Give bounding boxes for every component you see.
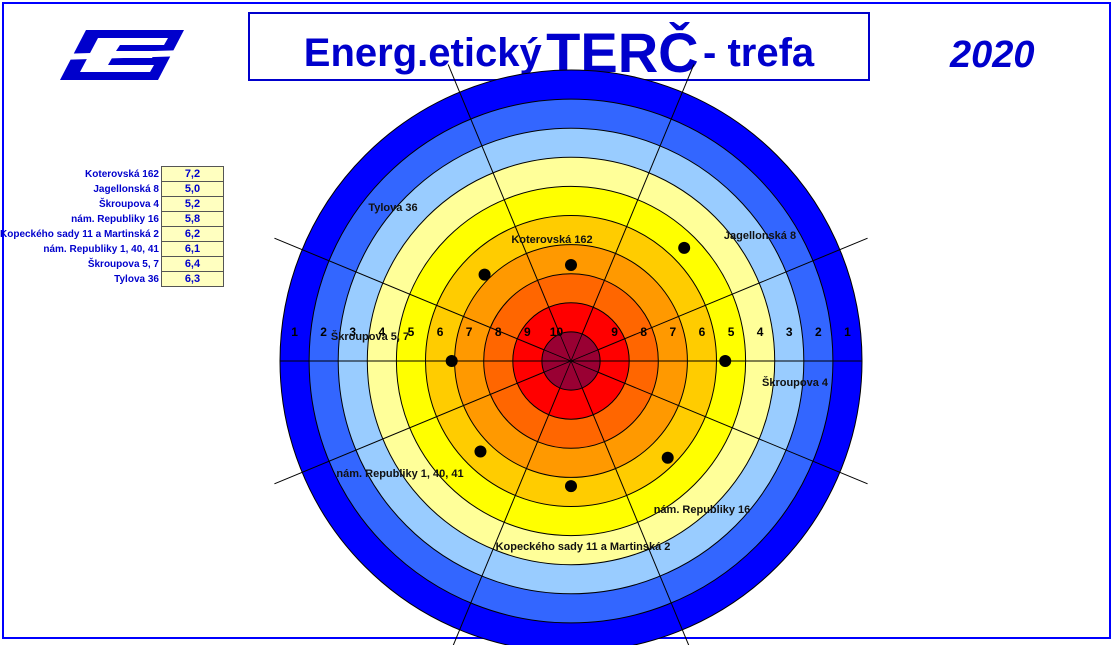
scale-label: 4: [757, 325, 764, 339]
scale-label: 8: [495, 325, 502, 339]
score-value: 5,0: [160, 181, 224, 197]
score-value: 6,3: [160, 271, 224, 287]
bullseye-divider: [570, 333, 583, 362]
scale-label: 5: [728, 325, 735, 339]
sector-label: nám. Republiky 16: [654, 504, 751, 516]
score-name: Tylova 36: [0, 272, 161, 287]
data-point: [719, 355, 732, 367]
score-name-text: Kopeckého sady 11 a Martinská 2: [0, 228, 159, 240]
sector-divider: [274, 237, 545, 351]
year-label: 2020: [950, 34, 1035, 76]
data-point: [661, 451, 674, 464]
score-name-text: Škroupova 4: [98, 198, 159, 210]
sector-divider: [581, 387, 690, 645]
bullseye-divider: [559, 333, 572, 362]
table-row: Kopeckého sady 11 a Martinská 2 6,2: [0, 226, 224, 242]
score-name-text: Jagellonská 8: [93, 183, 159, 195]
bullseye-divider: [543, 349, 572, 362]
scale-label: 8: [640, 325, 647, 339]
sector-label: Tylova 36: [368, 202, 417, 214]
bullseye-divider: [570, 360, 599, 373]
table-row: nám. Republiky 1, 40, 41 6,1: [0, 241, 224, 257]
scale-label: 2: [320, 325, 327, 339]
scale-label: 10: [550, 325, 564, 339]
scale-label: 1: [291, 325, 298, 339]
company-logo: [58, 30, 186, 80]
scale-label: 7: [670, 325, 677, 339]
sector-label: Jagellonská 8: [724, 230, 796, 242]
data-point: [445, 355, 458, 367]
scale-label: 9: [524, 325, 531, 339]
scale-label: 9: [611, 325, 618, 339]
scores-table: Koterovská 162 7,2 Jagellonská 8 5,0 Škroupo…: [0, 166, 224, 287]
score-name-text: Koterovská 162: [85, 168, 159, 180]
score-name: Kopeckého sady 11 a Martinská 2: [0, 227, 161, 242]
bullseye-divider: [570, 360, 583, 389]
score-name: Škroupova 4: [0, 197, 161, 212]
bullseye-divider: [543, 360, 572, 373]
score-name-text: nám. Republiky 1, 40, 41: [43, 243, 159, 255]
sector-divider: [452, 387, 561, 645]
score-name: nám. Republiky 16: [0, 212, 161, 227]
sector-divider: [597, 371, 868, 485]
score-name-text: nám. Republiky 16: [71, 213, 159, 225]
scale-label: 6: [699, 325, 706, 339]
sector-divider: [581, 64, 695, 335]
sector-label: Škroupova 5, 7: [331, 330, 409, 343]
data-point: [478, 268, 491, 281]
score-name-text: Tylova 36: [114, 273, 159, 285]
title-part-1: Energ.etický: [303, 31, 542, 75]
scale-label: 3: [786, 325, 793, 339]
sector-label: Koterovská 162: [511, 234, 592, 246]
sector-divider: [447, 64, 561, 335]
sector-label: nám. Republiky 1, 40, 41: [336, 468, 463, 480]
score-value: 6,1: [160, 241, 224, 257]
scale-label: 3: [349, 325, 356, 339]
sector-label: Škroupova 4: [762, 376, 829, 389]
score-name: nám. Republiky 1, 40, 41: [0, 242, 161, 257]
sector-divider: [597, 237, 868, 351]
score-name-text: Škroupova 5, 7: [87, 258, 159, 270]
data-point: [565, 258, 577, 271]
scale-label: 7: [466, 325, 473, 339]
scale-label: 5: [408, 325, 415, 339]
table-row: Jagellonská 8 5,0: [0, 181, 224, 197]
title-part-3: - trefa: [703, 31, 815, 75]
sector-label: Kopeckého sady 11 a Martinská 2: [496, 541, 671, 553]
sector-divider: [274, 371, 545, 485]
score-name: Škroupova 5, 7: [0, 257, 161, 272]
table-row: Tylova 36 6,3: [0, 271, 224, 287]
data-point: [565, 480, 577, 493]
bullseye-divider: [570, 349, 599, 362]
data-point: [678, 241, 691, 254]
score-name: Jagellonská 8: [0, 182, 161, 197]
table-row: Škroupova 4 5,2: [0, 196, 224, 212]
score-value: 5,2: [160, 196, 224, 212]
score-name: Koterovská 162: [0, 167, 161, 182]
bullseye-divider: [559, 360, 572, 389]
scale-label: 1: [844, 325, 851, 339]
data-point: [474, 445, 487, 458]
scale-label: 4: [379, 325, 386, 339]
scale-label: 6: [437, 325, 444, 339]
scale-label: 2: [815, 325, 822, 339]
